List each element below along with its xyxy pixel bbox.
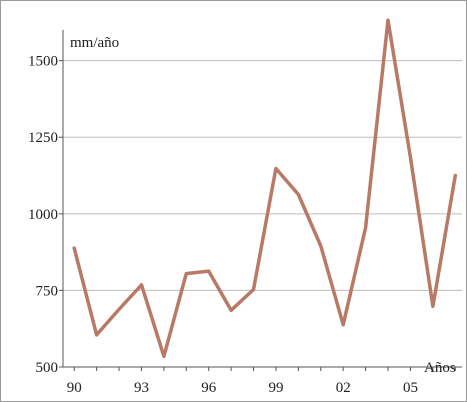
x-tick-labels: 90 93 96 99 02 05 xyxy=(67,367,456,396)
x-tick-label-3: 99 xyxy=(268,380,283,396)
y-tick-label-2: 1000 xyxy=(28,207,58,223)
x-axis-title: Años xyxy=(424,360,456,376)
data-point-1994 xyxy=(162,354,166,358)
data-point-2004 xyxy=(386,18,390,22)
y-tick-labels: 500 750 1000 1250 1500 xyxy=(28,54,63,376)
data-point-1995 xyxy=(184,272,188,276)
x-tick-label-4: 02 xyxy=(336,380,351,396)
data-point-2001 xyxy=(319,244,323,248)
data-point-2006 xyxy=(431,304,435,308)
series-group xyxy=(72,18,458,359)
gridlines xyxy=(63,60,462,291)
data-point-2000 xyxy=(296,193,300,197)
data-point-1992 xyxy=(117,307,121,311)
data-point-2005 xyxy=(408,155,412,159)
x-tick-label-0: 90 xyxy=(67,380,82,396)
data-point-2002 xyxy=(341,323,345,327)
data-point-1996 xyxy=(207,269,211,273)
x-tick-label-2: 96 xyxy=(201,380,217,396)
data-point-1997 xyxy=(229,308,233,312)
data-point-1990 xyxy=(72,246,76,250)
data-point-2007 xyxy=(453,174,457,178)
x-tick-label-5: 05 xyxy=(403,380,418,396)
data-point-1998 xyxy=(252,287,256,291)
y-tick-label-0: 500 xyxy=(36,360,59,376)
y-tick-label-1: 750 xyxy=(36,283,59,299)
data-point-2003 xyxy=(364,226,368,230)
x-tick-label-1: 93 xyxy=(134,380,149,396)
y-axis-title: mm/año xyxy=(70,35,119,51)
y-tick-label-3: 1250 xyxy=(28,130,58,146)
data-point-1991 xyxy=(95,333,99,337)
series-line-0 xyxy=(72,18,458,359)
data-point-1993 xyxy=(139,283,143,287)
data-point-1999 xyxy=(274,166,278,170)
y-tick-label-4: 1500 xyxy=(28,54,58,70)
